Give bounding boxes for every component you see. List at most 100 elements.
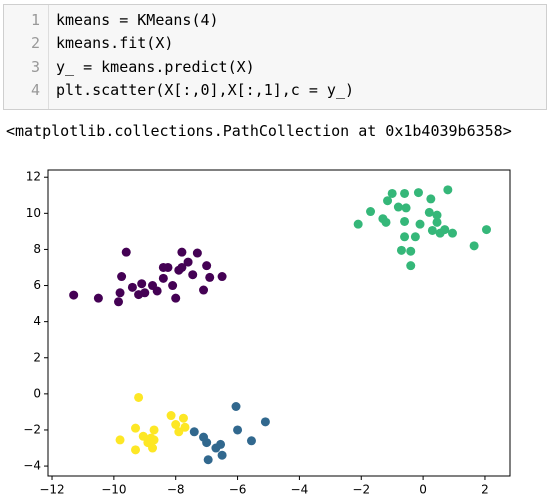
scatter-point	[178, 413, 188, 423]
x-tick-label: 0	[419, 483, 427, 497]
scatter-point	[406, 261, 416, 271]
scatter-point	[127, 282, 137, 292]
scatter-point	[166, 411, 176, 421]
scatter-point	[93, 293, 103, 303]
scatter-point	[174, 427, 184, 437]
scatter-point	[432, 217, 442, 227]
scatter-point	[381, 217, 391, 227]
scatter-point	[440, 225, 450, 235]
scatter-point	[131, 423, 141, 433]
gutter	[4, 5, 49, 109]
y-tick-label: 12	[26, 170, 41, 184]
scatter-point	[426, 194, 436, 204]
scatter-point	[469, 241, 479, 251]
code-line: y_ = kmeans.predict(X)	[56, 58, 255, 76]
scatter-point	[217, 450, 227, 460]
scatter-point	[427, 225, 437, 235]
scatter-point	[158, 262, 168, 272]
scatter-point	[393, 202, 403, 212]
scatter-point	[183, 257, 193, 267]
scatter-point	[447, 228, 457, 238]
line-number: 1	[30, 11, 40, 29]
scatter-point	[383, 196, 393, 206]
x-tick-label: −4	[291, 483, 309, 497]
x-tick-label: −10	[101, 483, 126, 497]
scatter-point	[396, 245, 406, 255]
scatter-point	[387, 188, 397, 198]
scatter-point	[481, 225, 491, 235]
y-tick-label: 10	[26, 206, 41, 220]
x-tick-label: −2	[352, 483, 370, 497]
scatter-point	[205, 272, 215, 282]
scatter-point	[152, 286, 162, 296]
scatter-point	[115, 288, 125, 298]
scatter-point	[134, 290, 144, 300]
y-tick-label: 4	[33, 314, 41, 328]
scatter-point	[115, 435, 125, 445]
scatter-point	[117, 272, 127, 282]
y-tick-label: −4	[23, 459, 41, 473]
code-line: plt.scatter(X[:,0],X[:,1],c = y_)	[56, 81, 355, 99]
code-line: kmeans.fit(X)	[56, 34, 174, 52]
y-tick-label: 8	[33, 242, 41, 256]
scatter-point	[432, 210, 442, 220]
scatter-point	[168, 281, 178, 291]
scatter-point	[149, 425, 159, 435]
code-line: kmeans = KMeans(4)	[56, 11, 219, 29]
scatter-point	[353, 219, 363, 229]
scatter-point	[410, 232, 420, 242]
scatter-point	[366, 207, 376, 217]
scatter-point	[406, 246, 416, 256]
y-tick-label: 0	[33, 386, 41, 400]
scatter-point	[216, 439, 226, 449]
y-tick-label: 6	[33, 278, 41, 292]
chart: −12 −10 −8 −6 −4 −2 0 2 −4 −2 0 2 4 6 8 10 12	[23, 169, 511, 497]
scatter-point	[415, 219, 425, 229]
y-tick-label: 2	[33, 350, 41, 364]
scatter-point	[400, 188, 410, 198]
scatter-point	[401, 203, 411, 213]
scatter-point	[69, 290, 79, 300]
scatter-point	[171, 420, 181, 430]
scatter-point	[202, 438, 212, 448]
scatter-point	[188, 270, 198, 280]
x-tick-label: 2	[481, 483, 489, 497]
scatter-point	[148, 443, 158, 453]
x-tick-label: −6	[229, 483, 247, 497]
scatter-point	[260, 417, 270, 427]
line-number: 4	[30, 81, 40, 99]
scatter-point	[199, 285, 209, 295]
scatter-point	[400, 232, 410, 242]
scatter-point	[246, 436, 256, 446]
scatter-point	[443, 185, 453, 195]
y-tick-label: −2	[23, 422, 41, 436]
scatter-point	[177, 247, 187, 257]
scatter-point	[400, 216, 410, 226]
scatter-point	[171, 293, 181, 303]
line-number: 3	[30, 58, 40, 76]
code-cell[interactable]: 1 kmeans = KMeans(4) 2 kmeans.fit(X) 3 y…	[3, 4, 547, 110]
scatter-point	[121, 247, 131, 257]
scatter-point	[134, 392, 144, 402]
scatter-point	[424, 207, 434, 217]
scatter-point	[413, 188, 423, 198]
scatter-point	[149, 435, 159, 445]
scatter-point	[131, 445, 141, 455]
scatter-point	[217, 272, 227, 282]
output-text: <matplotlib.collections.PathCollection a…	[6, 122, 512, 140]
scatter-point	[202, 261, 212, 271]
scatter-point	[158, 273, 168, 283]
scatter-point	[233, 425, 243, 435]
line-number: 2	[30, 34, 40, 52]
scatter-point	[138, 431, 148, 441]
scatter-point	[231, 401, 241, 411]
scatter-point	[180, 422, 190, 432]
scatter-point	[203, 455, 213, 465]
x-tick-label: −12	[39, 483, 64, 497]
scatter-point	[177, 262, 187, 272]
scatter-point	[114, 297, 124, 307]
scatter-point	[137, 279, 147, 289]
x-tick-label: −8	[167, 483, 185, 497]
scatter-point	[192, 248, 202, 258]
